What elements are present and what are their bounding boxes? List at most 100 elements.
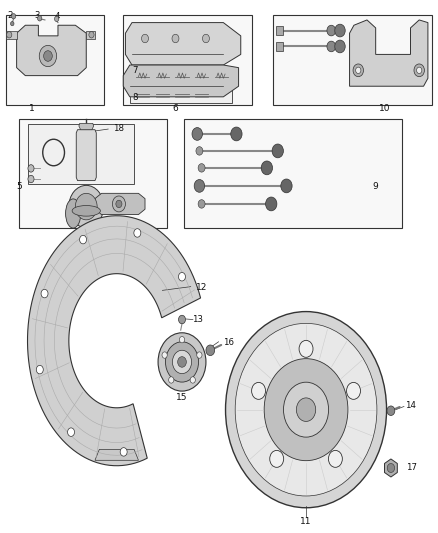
- Circle shape: [192, 127, 202, 140]
- Polygon shape: [76, 130, 96, 181]
- Circle shape: [327, 41, 336, 52]
- Polygon shape: [276, 42, 283, 51]
- Circle shape: [265, 197, 277, 211]
- Circle shape: [141, 34, 148, 43]
- Circle shape: [172, 34, 179, 43]
- Circle shape: [283, 382, 328, 437]
- Circle shape: [190, 377, 195, 383]
- Circle shape: [166, 342, 198, 382]
- Circle shape: [28, 175, 34, 183]
- Text: 8: 8: [132, 93, 138, 102]
- Circle shape: [169, 377, 174, 383]
- Circle shape: [179, 316, 185, 324]
- Bar: [19, 119, 167, 228]
- Circle shape: [7, 31, 12, 38]
- Text: 5: 5: [17, 182, 22, 191]
- Circle shape: [346, 382, 360, 399]
- Circle shape: [180, 336, 185, 343]
- Circle shape: [89, 31, 94, 38]
- Circle shape: [194, 180, 205, 192]
- Ellipse shape: [72, 206, 100, 216]
- Text: 6: 6: [173, 104, 178, 113]
- Bar: [273, 14, 432, 105]
- Circle shape: [270, 450, 284, 467]
- Circle shape: [196, 147, 203, 155]
- Circle shape: [327, 25, 336, 36]
- Text: 2: 2: [8, 11, 13, 20]
- Bar: [184, 119, 402, 228]
- Polygon shape: [28, 216, 201, 466]
- Bar: [130, 68, 232, 103]
- Circle shape: [80, 236, 87, 244]
- Polygon shape: [95, 449, 138, 461]
- Circle shape: [264, 359, 348, 461]
- Circle shape: [328, 450, 343, 467]
- Circle shape: [197, 352, 202, 358]
- Circle shape: [36, 365, 43, 374]
- Circle shape: [198, 200, 205, 208]
- Text: 3: 3: [35, 11, 40, 20]
- Circle shape: [69, 185, 104, 228]
- Text: 17: 17: [406, 464, 417, 472]
- Polygon shape: [350, 20, 428, 86]
- Circle shape: [202, 34, 209, 43]
- Circle shape: [38, 15, 42, 21]
- Polygon shape: [385, 459, 397, 477]
- Polygon shape: [86, 30, 95, 38]
- Text: 11: 11: [300, 516, 312, 526]
- Circle shape: [158, 333, 206, 391]
- Polygon shape: [276, 26, 283, 35]
- Circle shape: [54, 16, 59, 21]
- Circle shape: [28, 165, 34, 172]
- Circle shape: [235, 324, 377, 496]
- Circle shape: [417, 67, 422, 74]
- Polygon shape: [79, 123, 94, 130]
- Circle shape: [67, 428, 74, 437]
- Circle shape: [162, 352, 167, 358]
- Circle shape: [44, 51, 52, 61]
- Text: 7: 7: [132, 66, 138, 75]
- Text: 4: 4: [54, 12, 60, 21]
- Bar: [123, 14, 252, 105]
- Circle shape: [178, 357, 186, 367]
- Circle shape: [231, 127, 242, 141]
- Circle shape: [387, 406, 395, 416]
- Bar: [6, 14, 104, 105]
- Ellipse shape: [66, 199, 81, 228]
- Circle shape: [173, 350, 191, 374]
- Circle shape: [272, 144, 283, 158]
- Polygon shape: [17, 25, 86, 76]
- Text: 10: 10: [378, 104, 390, 113]
- Circle shape: [281, 179, 292, 193]
- Circle shape: [198, 164, 205, 172]
- Circle shape: [134, 229, 141, 237]
- Circle shape: [251, 382, 265, 399]
- Text: 1: 1: [29, 104, 35, 113]
- Circle shape: [335, 40, 345, 53]
- Polygon shape: [6, 30, 17, 38]
- Circle shape: [414, 64, 424, 77]
- Text: 13: 13: [192, 315, 203, 324]
- Circle shape: [226, 312, 387, 508]
- Circle shape: [206, 345, 215, 356]
- Circle shape: [387, 464, 395, 472]
- Bar: [28, 124, 134, 184]
- Circle shape: [75, 193, 97, 220]
- Text: 18: 18: [113, 124, 124, 133]
- Circle shape: [116, 200, 122, 208]
- Circle shape: [353, 64, 364, 77]
- Polygon shape: [123, 65, 239, 97]
- Circle shape: [335, 24, 345, 37]
- Text: 16: 16: [223, 338, 234, 348]
- Circle shape: [11, 13, 16, 19]
- Circle shape: [261, 161, 272, 175]
- Text: 14: 14: [405, 401, 416, 410]
- Circle shape: [299, 341, 313, 357]
- Circle shape: [113, 196, 125, 212]
- Circle shape: [11, 21, 14, 26]
- Text: 12: 12: [196, 283, 207, 292]
- Circle shape: [297, 398, 316, 422]
- Text: 9: 9: [373, 182, 378, 191]
- Circle shape: [41, 289, 48, 298]
- Polygon shape: [95, 193, 145, 215]
